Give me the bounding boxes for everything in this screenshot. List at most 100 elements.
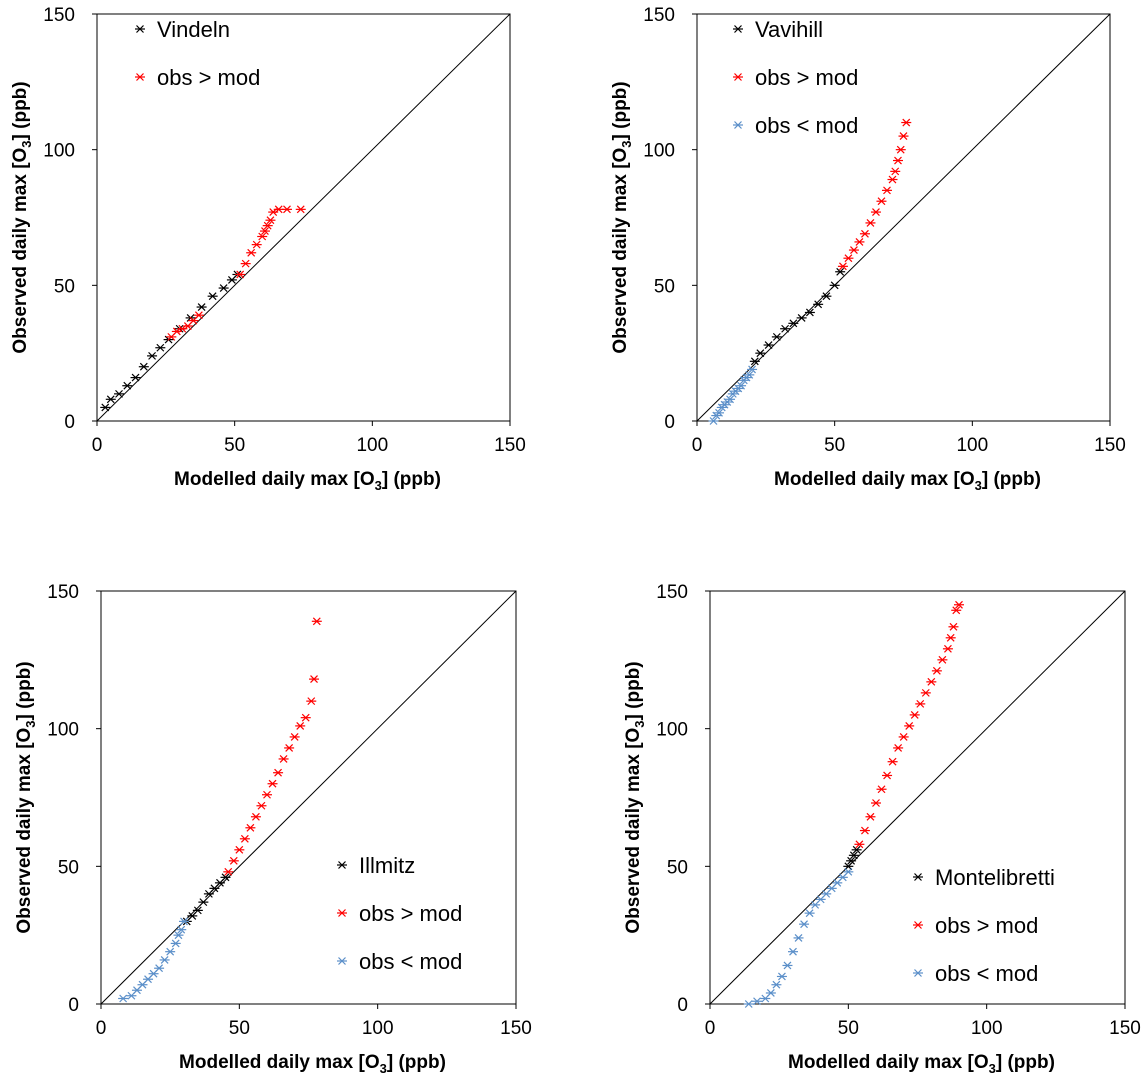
series-2-points [223, 617, 322, 876]
legend-entry: obs > mod [359, 901, 462, 926]
data-point [725, 395, 736, 404]
data-point [829, 281, 840, 290]
y-tick-label: 0 [677, 995, 688, 1016]
y-axis-label: Observed daily max [O3] (ppb) [14, 661, 38, 933]
data-point [951, 606, 962, 615]
data-point [170, 939, 181, 948]
x-axis-label: Modelled daily max [O3] (ppb) [774, 469, 1041, 493]
data-point [192, 906, 203, 915]
data-point [148, 969, 159, 978]
x-tick-label: 150 [1094, 435, 1126, 456]
data-point [821, 292, 832, 301]
legend-entry: Vavihill [755, 17, 823, 42]
y-tick-label: 150 [643, 5, 675, 26]
y-tick-label: 100 [656, 720, 688, 741]
y-tick-label: 0 [64, 412, 75, 433]
one-to-one-line [100, 590, 517, 1005]
data-point [259, 227, 270, 235]
plot-frame [96, 13, 511, 422]
data-point [226, 275, 237, 284]
data-point [234, 845, 245, 854]
x-tick-label: 50 [838, 1018, 859, 1039]
data-point [262, 221, 273, 230]
y-tick-label: 100 [47, 720, 79, 741]
data-point [881, 186, 892, 195]
data-point [887, 757, 898, 766]
series-3-points [708, 365, 758, 425]
y-tick-label: 50 [54, 276, 75, 297]
data-point [893, 744, 904, 752]
x-tick-label: 100 [356, 435, 388, 456]
y-axis-label: Observed daily max [O3] (ppb) [610, 81, 634, 353]
one-to-one-line [696, 13, 1111, 422]
legend-marker [733, 121, 743, 129]
y-tick-label: 0 [68, 995, 79, 1016]
y-tick-label: 150 [47, 582, 79, 603]
data-point [782, 961, 793, 970]
series-1-points [843, 845, 862, 871]
data-point [196, 303, 207, 311]
data-point [752, 997, 763, 1006]
x-tick-label: 150 [494, 435, 526, 456]
data-point [837, 262, 848, 271]
legend-marker [733, 73, 743, 81]
data-point [851, 845, 862, 854]
plot-frame [100, 590, 517, 1005]
y-tick-label: 50 [58, 857, 79, 878]
data-point [887, 175, 898, 184]
data-point [267, 779, 278, 788]
data-point [173, 931, 184, 940]
data-point [143, 975, 154, 984]
x-tick-label: 100 [956, 435, 988, 456]
data-point [218, 284, 229, 292]
data-point [898, 733, 909, 741]
data-point [796, 313, 807, 322]
x-tick-label: 0 [692, 435, 703, 456]
data-point [898, 132, 909, 141]
x-tick-label: 0 [96, 1018, 107, 1039]
x-tick-label: 50 [224, 435, 245, 456]
data-point [159, 956, 170, 964]
data-point [948, 622, 959, 631]
data-point [708, 417, 719, 425]
series-2-points [854, 600, 964, 849]
data-point [771, 332, 782, 341]
data-point [954, 600, 964, 609]
data-point [257, 232, 268, 241]
data-point [130, 373, 141, 382]
data-point [295, 205, 306, 214]
data-point [147, 351, 158, 360]
data-point [843, 254, 854, 263]
legend-marker [135, 25, 145, 33]
data-point [176, 925, 187, 934]
legend: Montelibretti obs > mod obs < mod [913, 865, 1055, 986]
legend-entry: Illmitz [359, 853, 415, 878]
chart-panel-1: 0 50 100 150 0 50 100 150 Modelled daily max [O3… [10, 5, 526, 493]
x-tick-label: 150 [500, 1018, 532, 1039]
data-point [105, 395, 116, 404]
data-point [915, 699, 926, 708]
x-tick-label: 150 [1109, 1018, 1141, 1039]
x-tick-label: 100 [362, 1018, 394, 1039]
data-point [228, 856, 239, 865]
series-3-points [118, 917, 189, 1003]
data-point [799, 920, 810, 929]
data-point [122, 381, 133, 390]
x-tick-label: 100 [971, 1018, 1003, 1039]
data-point [926, 677, 937, 686]
data-point [100, 403, 111, 412]
y-tick-label: 50 [654, 276, 675, 297]
y-tick-label: 50 [667, 857, 688, 878]
data-point [776, 972, 787, 981]
data-point [765, 989, 776, 997]
legend-marker [337, 957, 347, 965]
data-point [895, 145, 906, 154]
data-point [859, 229, 870, 238]
data-point [262, 790, 272, 799]
data-point [865, 219, 876, 227]
data-point [245, 823, 256, 832]
plot-frame [709, 590, 1126, 1005]
legend-marker [913, 873, 923, 881]
data-point [306, 697, 317, 706]
